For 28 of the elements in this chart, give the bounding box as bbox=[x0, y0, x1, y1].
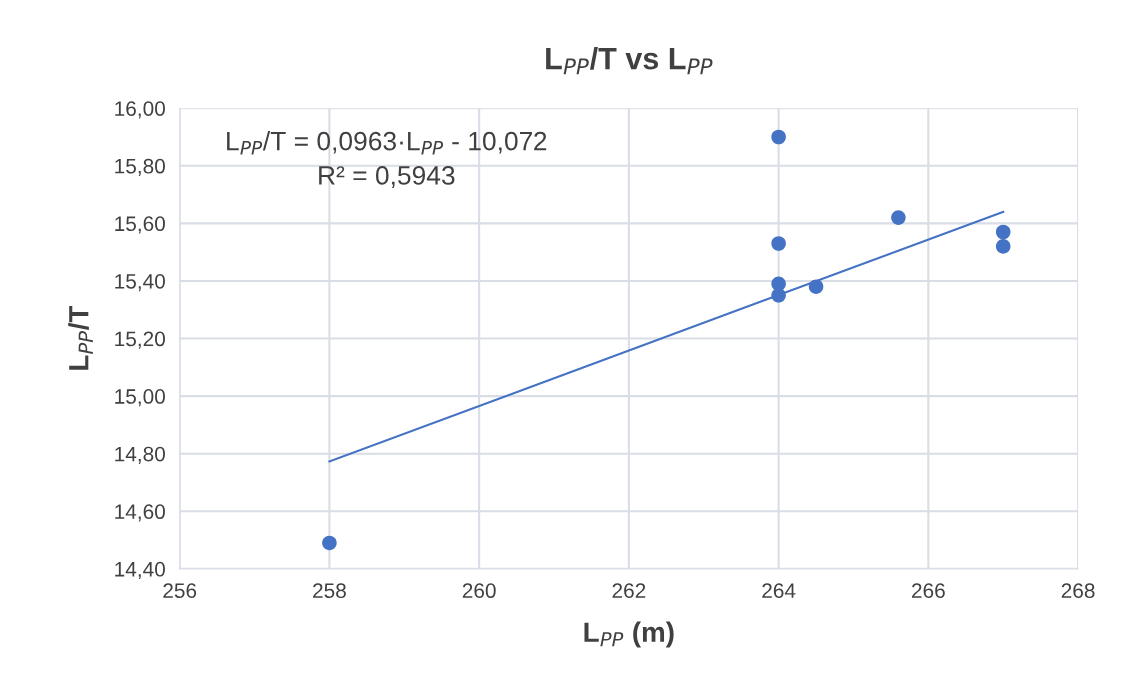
x-tick-label: 266 bbox=[912, 583, 945, 599]
chart-title: L$_{PP}$/T vs L$_{PP}$ bbox=[546, 47, 713, 75]
point bbox=[995, 224, 1011, 240]
point bbox=[808, 279, 824, 294]
x-tick-label: 256 bbox=[163, 583, 197, 599]
y-tick-label: 15,00 bbox=[115, 389, 165, 407]
y-tick-label: 14,40 bbox=[115, 561, 165, 580]
x-axis-title: L$_{PP}$ (m) bbox=[584, 621, 674, 648]
x-tick-label: 260 bbox=[462, 583, 496, 599]
annotation: L$_{PP}$/T = 0,0963·L$_{PP}$ - 10,072 R² = 0,5943 bbox=[227, 131, 547, 188]
point bbox=[771, 129, 786, 145]
point bbox=[891, 210, 906, 225]
y-tick-label: 16,00 bbox=[115, 101, 165, 119]
point bbox=[771, 288, 786, 303]
y-tick-label: 15,20 bbox=[115, 331, 165, 349]
x-tick-label: 262 bbox=[612, 583, 646, 599]
point bbox=[322, 535, 337, 551]
y-axis-title: L$_{PP}$/T bbox=[68, 305, 93, 370]
y-tick-label: 15,80 bbox=[115, 158, 165, 176]
point bbox=[771, 236, 786, 251]
x-tick-label: 268 bbox=[1061, 583, 1095, 599]
y-tick-label: 14,60 bbox=[115, 504, 165, 522]
x-tick-label: 258 bbox=[313, 583, 346, 599]
y-tick-label: 15,60 bbox=[115, 216, 165, 234]
x-tick-label: 264 bbox=[762, 583, 796, 599]
point bbox=[995, 239, 1011, 254]
y-tick-label: 15,40 bbox=[115, 273, 165, 292]
y-tick-label: 14,80 bbox=[115, 446, 165, 464]
